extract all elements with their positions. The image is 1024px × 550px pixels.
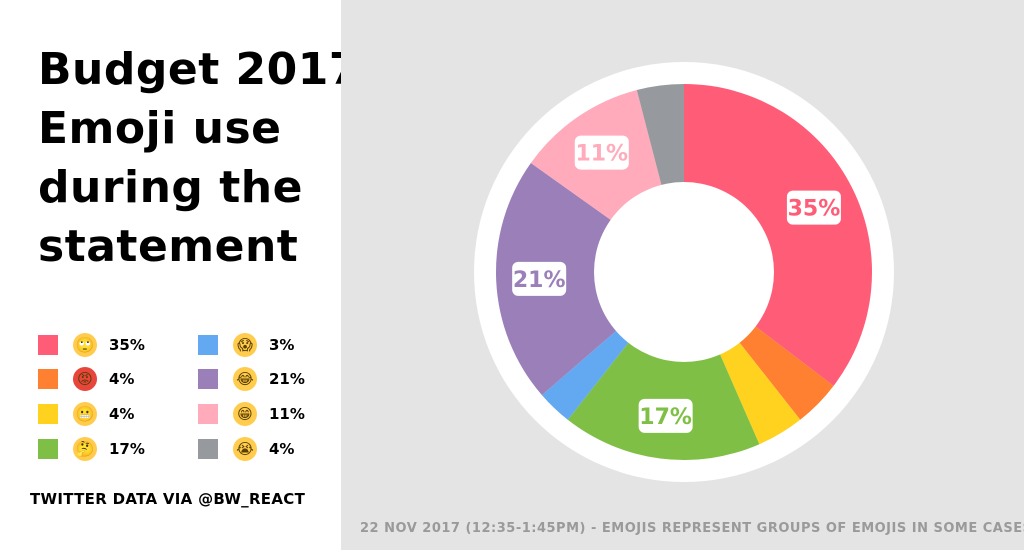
legend-percent: 35% <box>109 336 145 354</box>
data-label-thinking: 17% <box>638 398 693 433</box>
legend-swatch <box>38 439 58 459</box>
legend-swatch <box>38 369 58 389</box>
chart-center-hole <box>594 182 774 362</box>
eye-roll-emoji-icon: 🙄 <box>73 333 97 357</box>
data-label-tears-of-joy: 21% <box>512 261 567 296</box>
legend-percent: 21% <box>269 370 305 388</box>
legend-swatch <box>198 439 218 459</box>
chart-data-labels: 35% 17% 21% 11% <box>512 135 841 433</box>
data-label-text: 17% <box>639 405 692 430</box>
legend-swatch <box>198 335 218 355</box>
grinning-emoji-icon: 😁 <box>233 402 257 426</box>
angry-emoji-icon: 😡 <box>73 367 97 391</box>
legend-item: 🙄 35% <box>38 332 145 358</box>
title-line: during the <box>38 162 303 213</box>
data-label-grinning: 11% <box>574 135 629 170</box>
legend-percent: 3% <box>269 336 295 354</box>
donut-slice-tears-of-joy <box>495 162 684 396</box>
data-label-box <box>638 398 693 433</box>
title-line: Budget 2017: <box>38 44 379 95</box>
legend-swatch <box>198 404 218 424</box>
legend-swatch <box>38 404 58 424</box>
legend-swatch <box>38 335 58 355</box>
legend-item: 😭 4% <box>198 436 294 462</box>
tears-of-joy-emoji-icon: 😂 <box>233 367 257 391</box>
title-line: statement <box>38 221 299 272</box>
legend-percent: 17% <box>109 440 145 458</box>
donut-slice-thinking <box>567 272 760 460</box>
grimace-emoji-icon: 😬 <box>73 402 97 426</box>
data-label-box <box>786 190 841 225</box>
legend-item: 😬 4% <box>38 401 134 427</box>
source-credit: TWITTER DATA VIA @BW_REACT <box>30 490 306 508</box>
data-label-box <box>512 261 567 296</box>
legend-percent: 4% <box>269 440 295 458</box>
legend-percent: 4% <box>109 405 135 423</box>
legend-item: 😂 21% <box>198 366 305 392</box>
thinking-emoji-icon: 🤔 <box>73 437 97 461</box>
data-label-text: 11% <box>575 142 628 167</box>
legend-item: 😡 4% <box>38 366 134 392</box>
data-label-eye-roll: 35% <box>786 190 841 225</box>
page-title: Budget 2017: Emoji use during the statem… <box>38 40 379 276</box>
screaming-emoji-icon: 😱 <box>233 333 257 357</box>
crying-emoji-icon: 😭 <box>233 437 257 461</box>
legend: 🙄 35% 😡 4% 😬 4% 🤔 17% 😱 3% 😂 21% <box>38 330 338 470</box>
legend-item: 🤔 17% <box>38 436 145 462</box>
legend-item: 😱 3% <box>198 332 294 358</box>
donut-chart: 35% 17% 21% 11% <box>474 62 894 482</box>
donut-slice-eye-roll <box>684 84 872 386</box>
footer-note: 22 NOV 2017 (12:35-1:45PM) - EMOJIS REPR… <box>360 521 1024 536</box>
left-panel: Budget 2017: Emoji use during the statem… <box>0 0 379 550</box>
data-label-text: 21% <box>513 268 566 293</box>
data-label-text: 35% <box>788 197 841 222</box>
legend-percent: 4% <box>109 370 135 388</box>
data-label-box <box>574 135 629 170</box>
legend-swatch <box>198 369 218 389</box>
chart-panel: 35% 17% 21% 11% <box>341 0 1024 550</box>
title-line: Emoji use <box>38 103 282 154</box>
legend-percent: 11% <box>269 405 305 423</box>
legend-item: 😁 11% <box>198 401 305 427</box>
